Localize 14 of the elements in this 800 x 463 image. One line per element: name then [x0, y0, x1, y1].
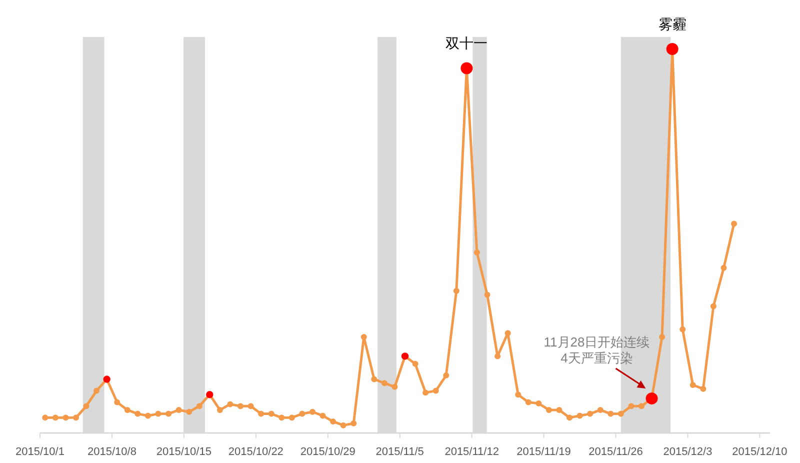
annotation: 11月28日开始连续 4天严重污染: [544, 334, 650, 366]
x-tick-label: 2015/10/29: [300, 446, 356, 458]
x-tick-label: 2015/11/19: [516, 446, 571, 458]
x-tick-label: 2015/10/15: [156, 446, 212, 458]
x-tick-label: 2015/12/3: [663, 446, 712, 458]
x-tick-label: 2015/11/5: [376, 446, 424, 458]
x-tick-label: 2015/10/8: [88, 446, 136, 458]
x-tick-label: 2015/10/1: [16, 446, 64, 458]
x-tick-label: 2015/11/12: [444, 446, 499, 458]
x-tick-label: 2015/11/26: [588, 446, 643, 458]
x-tick-label: 2015/10/22: [228, 446, 284, 458]
annotation: 双十一: [446, 35, 488, 52]
x-tick-label: 2015/12/10: [732, 446, 788, 458]
annotation: 雾霾: [658, 16, 686, 32]
